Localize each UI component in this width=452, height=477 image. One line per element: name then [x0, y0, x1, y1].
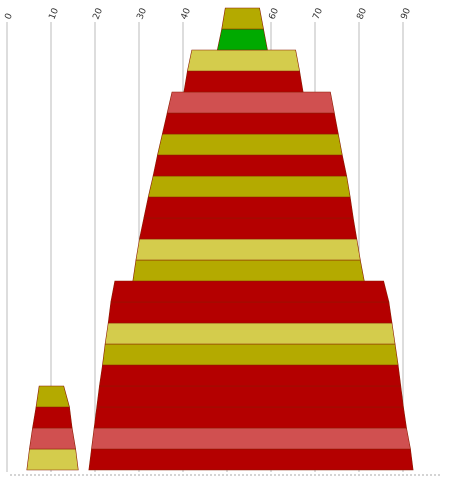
x-tick-label: 30	[136, 7, 150, 22]
large-stack-segment-18	[166, 91, 335, 114]
large-stack-segment-16	[157, 133, 343, 156]
large-stack-segment-8	[107, 301, 393, 324]
large-stack-segment-21	[216, 28, 268, 51]
large-stack-segment-1	[88, 448, 414, 471]
x-tick-label: 80	[356, 7, 370, 22]
x-tick-label: 20	[92, 7, 106, 22]
funnel-segments	[26, 7, 414, 471]
large-stack-segment-6	[102, 343, 399, 366]
large-stack-segment-11	[135, 238, 361, 261]
small-stack-segment-1	[26, 448, 79, 471]
large-stack-segment-7	[104, 322, 396, 345]
large-stack-segment-12	[139, 217, 358, 240]
small-stack-segment-3	[32, 406, 73, 429]
small-stack-segment-2	[29, 427, 76, 450]
small-stack	[26, 385, 79, 471]
large-stack-segment-4	[96, 385, 404, 408]
x-tick-label: 70	[312, 7, 326, 22]
large-stack-segment-14	[147, 175, 351, 198]
x-tick-label: 90	[400, 7, 414, 22]
x-tick-label: 0	[4, 12, 16, 21]
x-tick-label: 60	[268, 7, 282, 22]
large-stack-segment-19	[183, 70, 304, 93]
large-stack-segment-3	[93, 406, 407, 429]
large-stack	[88, 7, 414, 471]
small-stack-segment-4	[35, 385, 70, 408]
large-stack-segment-17	[161, 112, 339, 135]
x-axis-tick-labels: 0102030405060708090	[4, 7, 414, 22]
large-stack-segment-2	[91, 427, 411, 450]
large-stack-segment-15	[152, 154, 348, 177]
large-stack-segment-9	[110, 280, 390, 303]
large-stack-segment-10	[132, 259, 365, 282]
large-stack-segment-5	[99, 364, 402, 387]
large-stack-segment-20	[187, 49, 300, 72]
large-stack-segment-22	[221, 7, 264, 30]
x-tick-label: 40	[180, 7, 194, 22]
x-tick-label: 10	[48, 7, 62, 22]
large-stack-segment-13	[143, 196, 354, 219]
